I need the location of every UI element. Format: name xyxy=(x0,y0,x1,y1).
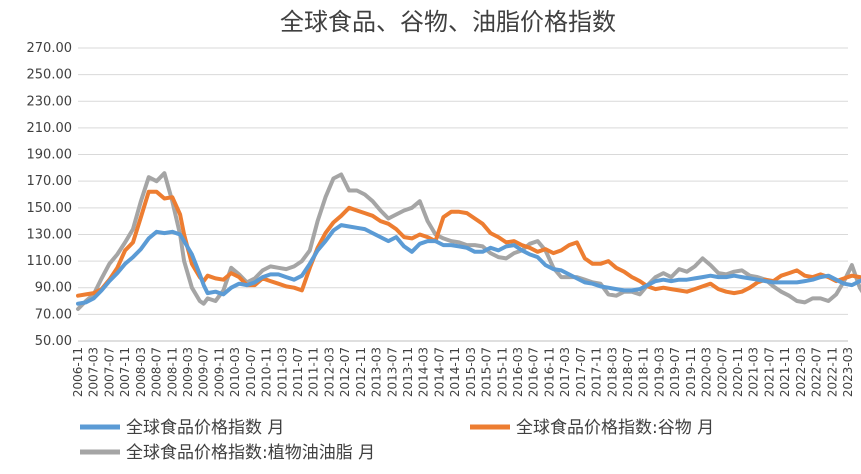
series-line-1 xyxy=(76,189,861,298)
x-tick-label: 2015-07 xyxy=(480,347,494,397)
y-tick-label: 190.00 xyxy=(27,148,73,163)
x-tick-label: 2015-11 xyxy=(495,347,509,397)
x-tick-label: 2008-03 xyxy=(134,347,148,397)
y-tick-label: 270.00 xyxy=(27,41,73,56)
x-tick-label: 2011-07 xyxy=(291,347,305,397)
x-tick-label: 2008-07 xyxy=(150,347,164,397)
y-axis-ticks: 50.00 70.00 90.00 110.00 130.00 150.00 170.00 1… xyxy=(27,41,73,349)
series-line-0 xyxy=(76,223,861,306)
x-tick-label: 2016-07 xyxy=(527,347,541,397)
x-tick-label: 2021-11 xyxy=(778,347,792,397)
x-tick-label: 2010-11 xyxy=(260,347,274,397)
y-tick-label: 230.00 xyxy=(27,94,73,109)
x-tick-label: 2011-11 xyxy=(307,347,321,397)
x-tick-label: 2013-03 xyxy=(370,347,384,397)
x-tick-label: 2007-07 xyxy=(102,347,116,397)
x-tick-label: 2007-11 xyxy=(118,347,132,397)
x-tick-label: 2023-03 xyxy=(841,347,855,397)
x-tick-label: 2016-11 xyxy=(542,347,556,397)
x-axis-ticks: 2006-11 2007-03 2007-07 2007-11 2008-03 2008-… xyxy=(71,347,855,397)
y-tick-label: 150.00 xyxy=(27,201,73,216)
x-tick-label: 2009-03 xyxy=(181,347,195,397)
x-tick-label: 2011-03 xyxy=(275,347,289,397)
x-tick-label: 2020-07 xyxy=(715,347,729,397)
legend-label: 全球食品价格指数:植物油油脂 月 xyxy=(126,443,375,463)
x-tick-label: 2012-07 xyxy=(338,347,352,397)
y-tick-label: 70.00 xyxy=(35,307,72,322)
x-tick-label: 2018-07 xyxy=(621,347,635,397)
x-tick-label: 2014-11 xyxy=(448,347,462,397)
series-line-2 xyxy=(76,171,861,311)
x-tick-label: 2017-07 xyxy=(574,347,588,397)
x-tick-label: 2018-03 xyxy=(605,347,619,397)
x-tick-label: 2010-07 xyxy=(244,347,258,397)
legend-label: 全球食品价格指数:谷物 月 xyxy=(516,418,714,438)
x-tick-label: 2015-03 xyxy=(464,347,478,397)
x-tick-label: 2022-07 xyxy=(810,347,824,397)
x-tick-label: 2009-11 xyxy=(212,347,226,397)
x-tick-label: 2006-11 xyxy=(71,347,85,397)
x-tick-label: 2010-03 xyxy=(228,347,242,397)
x-tick-label: 2022-03 xyxy=(794,347,808,397)
x-tick-label: 2013-11 xyxy=(401,347,415,397)
x-tick-label: 2016-03 xyxy=(511,347,525,397)
x-tick-label: 2009-07 xyxy=(197,347,211,397)
x-tick-label: 2012-11 xyxy=(354,347,368,397)
x-tick-label: 2021-07 xyxy=(762,347,776,397)
x-tick-label: 2014-03 xyxy=(417,347,431,397)
y-tick-label: 210.00 xyxy=(27,121,73,136)
x-tick-label: 2019-03 xyxy=(652,347,666,397)
y-tick-label: 250.00 xyxy=(27,68,73,83)
x-tick-label: 2017-03 xyxy=(558,347,572,397)
x-tick-label: 2020-11 xyxy=(731,347,745,397)
x-tick-label: 2022-11 xyxy=(825,347,839,397)
x-tick-label: 2013-07 xyxy=(385,347,399,397)
x-tick-label: 2020-03 xyxy=(700,347,714,397)
x-tick-label: 2007-03 xyxy=(87,347,101,397)
series-lines xyxy=(76,171,861,311)
x-tick-label: 2014-07 xyxy=(432,347,446,397)
y-tick-label: 50.00 xyxy=(35,334,72,349)
y-tick-label: 110.00 xyxy=(27,254,73,269)
y-tick-label: 90.00 xyxy=(35,281,72,296)
x-tick-label: 2008-11 xyxy=(165,347,179,397)
x-tick-label: 2019-07 xyxy=(668,347,682,397)
x-tick-label: 2012-03 xyxy=(322,347,336,397)
x-tick-label: 2019-11 xyxy=(684,347,698,397)
x-tick-label: 2017-11 xyxy=(590,347,604,397)
gridlines xyxy=(78,47,848,342)
legend-label: 全球食品价格指数 月 xyxy=(126,418,284,438)
y-tick-label: 170.00 xyxy=(27,174,73,189)
y-tick-label: 130.00 xyxy=(27,227,73,242)
chart-title: 全球食品、谷物、油脂价格指数 xyxy=(280,8,616,36)
x-tick-label: 2021-03 xyxy=(747,347,761,397)
x-tick-label: 2018-11 xyxy=(637,347,651,397)
